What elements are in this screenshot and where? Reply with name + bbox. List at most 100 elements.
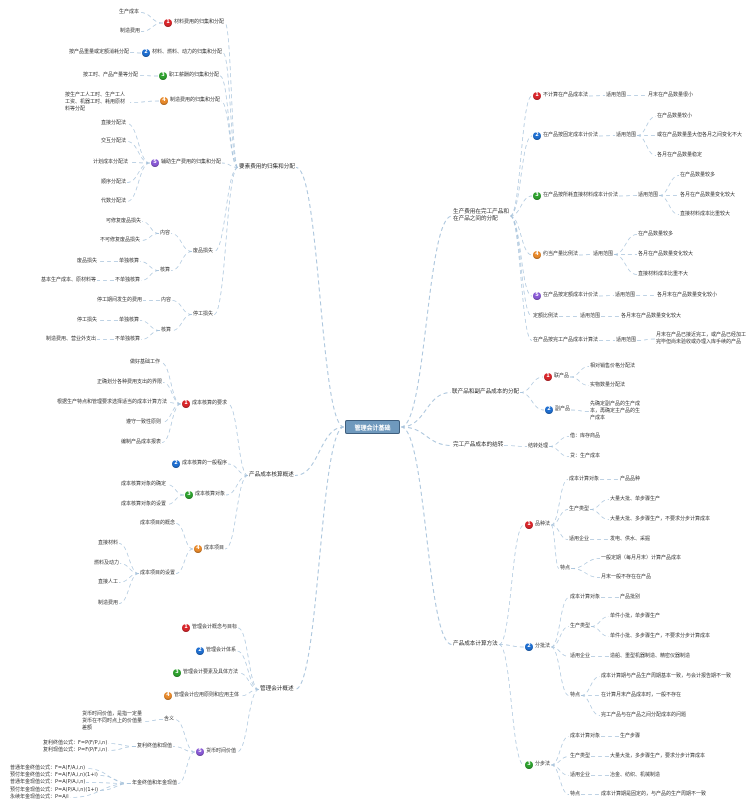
topic-node[interactable]: 生产成本 <box>119 9 139 16</box>
topic-node[interactable]: 普通年金终值公式：F=A(F/A,i,n) <box>10 765 85 772</box>
topic-node[interactable]: 成本核算对象的确定 <box>121 481 166 488</box>
topic-node[interactable]: 不单独核算 <box>115 336 140 343</box>
topic-node[interactable]: 生产类型 <box>570 753 590 760</box>
topic-node[interactable]: 直接材料 <box>98 540 118 547</box>
topic-node[interactable]: 适用范围 <box>593 251 613 258</box>
topic-node[interactable]: 造船、重型机器制造、精密仪器制造 <box>610 653 690 660</box>
topic-node[interactable]: 在产品数量较多 <box>680 172 715 179</box>
topic-node[interactable]: 不单独核算 <box>115 277 140 284</box>
topic-node[interactable]: 货币时间价值，是指一定量货币在不同时点上的价值量差额 <box>82 711 142 732</box>
topic-node[interactable]: 冶金、纺织、机械制造 <box>610 772 660 779</box>
topic-node[interactable]: 5 辅助生产费用的归集和分配 <box>151 158 221 167</box>
topic-node[interactable]: 1 联产品 <box>544 372 569 381</box>
topic-node[interactable]: 特点 <box>570 692 580 699</box>
topic-node[interactable]: 顺序分配法 <box>101 179 126 186</box>
topic-node[interactable]: 适用范围 <box>615 292 635 299</box>
topic-node[interactable]: 成本项目的设置 <box>140 570 175 577</box>
main-topic-node[interactable]: 生产费用在完工产品和在产品之间的分配 <box>453 209 509 223</box>
topic-node[interactable]: 单独核算 <box>119 258 139 265</box>
topic-node[interactable]: 发电、供水、采掘 <box>610 536 650 543</box>
topic-node[interactable]: 复利终值和现值 <box>137 743 172 750</box>
topic-node[interactable]: 生产类型 <box>570 623 590 630</box>
topic-node[interactable]: 3 职工薪酬的归集和分配 <box>159 71 219 80</box>
topic-node[interactable]: 按生产工人工时、生产工人工资、机器工时、耗用原材料等分配 <box>65 92 129 113</box>
topic-node[interactable]: 5 在产品按定额成本计价法 <box>533 291 598 300</box>
topic-node[interactable]: 成本核算对象的设置 <box>121 501 166 508</box>
topic-node[interactable]: 核算 <box>160 267 170 274</box>
topic-node[interactable]: 成本项目的概念 <box>140 520 175 527</box>
topic-node[interactable]: 内容 <box>160 230 170 237</box>
topic-node[interactable]: 遵守一致性原则 <box>126 419 161 426</box>
topic-node[interactable]: 根据生产特点和管理要求选择适当的成本计算方法 <box>57 399 167 406</box>
topic-node[interactable]: 直接人工 <box>98 579 118 586</box>
topic-node[interactable]: 复利终值公式：F=P(F/P,i,n) <box>43 740 107 747</box>
topic-node[interactable]: 做好基础工作 <box>130 359 160 366</box>
topic-node[interactable]: 适用范围 <box>606 92 626 99</box>
topic-node[interactable]: 3 成本核算对象 <box>185 490 225 499</box>
topic-node[interactable]: 直接材料成本比重不大 <box>638 271 688 278</box>
topic-node[interactable]: 5 货币时间价值 <box>196 747 236 756</box>
topic-node[interactable]: 制造费用、营业外支出 <box>46 336 96 343</box>
topic-node[interactable]: 各月在产品数量变化较大 <box>638 251 693 258</box>
topic-node[interactable]: 完工产品与在产品之间分配成本的问题 <box>601 712 686 719</box>
topic-node[interactable]: 实物数量分配法 <box>590 382 625 389</box>
topic-node[interactable]: 月末一般不存在在产品 <box>601 574 651 581</box>
topic-node[interactable]: 单独核算 <box>119 317 139 324</box>
topic-node[interactable]: 3 管理会计要素及具体方法 <box>173 668 238 677</box>
topic-node[interactable]: 3 在产品按所耗直接材料成本计价法 <box>533 191 618 200</box>
topic-node[interactable]: 永续年金现值公式：P=A/i <box>10 794 69 801</box>
topic-node[interactable]: 直接材料成本比重较大 <box>680 211 730 218</box>
topic-node[interactable]: 废品损失 <box>193 248 213 255</box>
topic-node[interactable]: 复利现值公式：P=F(P/F,i,n) <box>43 747 107 754</box>
topic-node[interactable]: 交互分配法 <box>101 138 126 145</box>
topic-node[interactable]: 预付年金现值公式：P=A(P/A,i,n)(1+i) <box>10 787 98 794</box>
topic-node[interactable]: 制造费用 <box>120 28 140 35</box>
main-topic-node[interactable]: 要素费用的归集和分配 <box>239 164 295 171</box>
topic-node[interactable]: 按工时、产品产量等分配 <box>83 72 138 79</box>
topic-node[interactable]: 不可修复废品损失 <box>100 237 140 244</box>
topic-node[interactable]: 先确定副产品的生产成本，再确定主产品的生产成本 <box>590 401 642 422</box>
topic-node[interactable]: 在产品按完工产品成本计算法 <box>533 337 598 344</box>
main-topic-node[interactable]: 完工产品成本的结转 <box>453 442 503 449</box>
topic-node[interactable]: 产品批别 <box>620 594 640 601</box>
topic-node[interactable]: 2 在产品按固定成本计价法 <box>533 131 598 140</box>
topic-node[interactable]: 普通年金现值公式：P=A(P/A,i,n) <box>10 779 85 786</box>
topic-node[interactable]: 4 管理会计应用原则和应用主体 <box>164 691 239 700</box>
topic-node[interactable]: 月末在产品已接近完工，或产品已经加工完毕但尚未验收或办理入库手续的产品 <box>656 332 746 346</box>
topic-node[interactable]: 成本计算期是固定的，与产品的生产周期不一致 <box>601 791 706 798</box>
topic-node[interactable]: 4 制造费用的归集和分配 <box>160 96 220 105</box>
topic-node[interactable]: 核算 <box>161 327 171 334</box>
topic-node[interactable]: 各月在产品数量稳定 <box>657 152 702 159</box>
topic-node[interactable]: 编制产品成本报表 <box>121 439 161 446</box>
topic-node[interactable]: 适用范围 <box>580 313 600 320</box>
topic-node[interactable]: 或在产品数量虽大但各月之间变化不大 <box>657 132 742 139</box>
topic-node[interactable]: 按产品重量或定额消耗分配 <box>69 49 129 56</box>
topic-node[interactable]: 基本生产成本、原材料等 <box>41 277 96 284</box>
topic-node[interactable]: 停工损失 <box>193 311 213 318</box>
topic-node[interactable]: 2 材料、燃料、动力的归集和分配 <box>142 48 222 57</box>
topic-node[interactable]: 在产品数量较小 <box>657 113 692 120</box>
topic-node[interactable]: 2 分批法 <box>525 642 550 651</box>
topic-node[interactable]: 适用范围 <box>638 192 658 199</box>
topic-node[interactable]: 可修复废品损失 <box>106 218 141 225</box>
topic-node[interactable]: 相对销售价格分配法 <box>590 363 635 370</box>
topic-node[interactable]: 成本计算对象 <box>570 594 600 601</box>
topic-node[interactable]: 产品品种 <box>620 476 640 483</box>
topic-node[interactable]: 燃料及动力 <box>94 560 119 567</box>
central-topic[interactable]: 管理会计基础 <box>345 420 400 434</box>
topic-node[interactable]: 大量大批，多步骤生产，要求分步计算成本 <box>610 753 705 760</box>
topic-node[interactable]: 适用范围 <box>616 337 636 344</box>
topic-node[interactable]: 直接分配法 <box>101 120 126 127</box>
topic-node[interactable]: 适用企业 <box>570 772 590 779</box>
topic-node[interactable]: 年金终值和年金现值 <box>132 780 177 787</box>
main-topic-node[interactable]: 产品成本核算概述 <box>249 472 294 479</box>
main-topic-node[interactable]: 管理会计概述 <box>260 686 294 693</box>
topic-node[interactable]: 含义 <box>164 716 174 723</box>
topic-node[interactable]: 4 约当产量比例法 <box>533 250 578 259</box>
topic-node[interactable]: 适用范围 <box>616 132 636 139</box>
topic-node[interactable]: 在计算月末产品成本时，一般不存在 <box>601 692 681 699</box>
topic-node[interactable]: 废品损失 <box>77 258 97 265</box>
topic-node[interactable]: 生产步骤 <box>620 733 640 740</box>
topic-node[interactable]: 成本计算对象 <box>570 733 600 740</box>
topic-node[interactable]: 计划成本分配法 <box>93 159 128 166</box>
